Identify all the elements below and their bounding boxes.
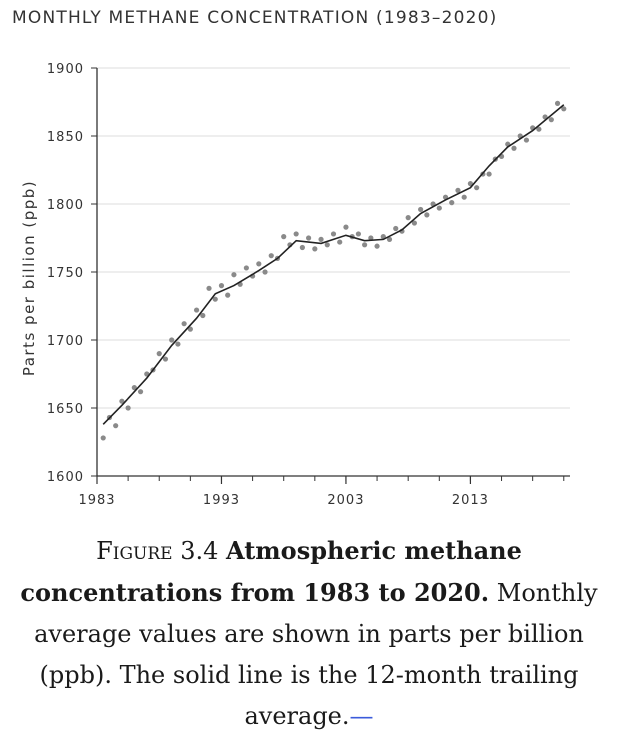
monthly-point — [368, 235, 374, 241]
monthly-point — [193, 307, 200, 313]
monthly-point — [554, 100, 561, 106]
y-tick-label: 1650 — [47, 402, 84, 417]
methane-chart: 1600 1650 1700 1750 1800 1850 1900 1983 1993 2003… — [20, 62, 570, 508]
y-tick-label: 1800 — [47, 198, 84, 213]
monthly-point — [418, 206, 424, 213]
monthly-point — [523, 137, 530, 143]
monthly-point — [424, 212, 430, 218]
monthly-point — [225, 292, 231, 298]
monthly-point — [536, 126, 542, 132]
monthly-point — [486, 171, 492, 177]
y-tick-label: 1900 — [47, 62, 84, 77]
x-tick-label: 2013 — [452, 493, 489, 508]
monthly-point — [187, 326, 193, 332]
monthly-point — [405, 215, 411, 221]
monthly-point — [137, 389, 144, 395]
y-axis-label: Parts per billion (ppb) — [20, 180, 38, 376]
monthly-point — [374, 243, 380, 249]
monthly-point — [125, 405, 131, 411]
series — [100, 100, 567, 441]
chart-title: MONTHLY METHANE CONCENTRATION (1983–2020… — [12, 8, 498, 28]
monthly-point — [386, 236, 393, 242]
monthly-point — [306, 235, 312, 241]
monthly-point — [455, 187, 461, 193]
monthly-point — [200, 312, 206, 319]
monthly-point — [268, 253, 274, 259]
x-tick-label: 1983 — [78, 493, 115, 508]
trailing-average-line — [102, 104, 565, 425]
monthly-point — [436, 205, 442, 211]
monthly-point — [343, 224, 349, 230]
monthly-point — [169, 337, 175, 343]
caption-title: Atmospheric methane concentrations from … — [20, 536, 522, 607]
monthly-point — [100, 435, 106, 441]
monthly-point — [162, 356, 169, 362]
monthly-point — [324, 242, 330, 248]
monthly-point — [156, 351, 162, 357]
monthly-point — [281, 234, 287, 240]
monthly-point — [206, 285, 212, 291]
monthly-point — [262, 269, 268, 275]
monthly-point — [362, 242, 368, 248]
monthly-point — [113, 423, 119, 429]
figure-caption: Figure 3.4 Atmospheric methane concentra… — [20, 530, 598, 737]
caption-link[interactable]: — — [349, 702, 374, 730]
caption-text: Monthly average values are shown in part… — [34, 579, 598, 730]
x-tick-label: 2003 — [327, 493, 364, 508]
y-tick-label: 1700 — [47, 334, 84, 349]
monthly-point — [312, 246, 318, 252]
axes: 1600 1650 1700 1750 1800 1850 1900 1983 1993 2003… — [47, 62, 570, 508]
monthly-point — [218, 283, 225, 289]
monthly-point — [561, 106, 567, 112]
monthly-point — [355, 231, 361, 237]
monthly-point — [318, 236, 324, 242]
monthly-point — [231, 272, 237, 278]
monthly-point — [411, 220, 418, 226]
monthly-point — [467, 181, 474, 187]
monthly-point — [548, 117, 554, 123]
y-tick-label: 1750 — [47, 266, 84, 281]
figure-label: Figure 3.4 — [96, 537, 219, 565]
monthly-point — [393, 225, 399, 232]
monthly-point — [461, 194, 467, 200]
monthly-point — [337, 239, 343, 245]
y-tick-label: 1850 — [47, 130, 84, 145]
monthly-point — [299, 244, 305, 251]
monthly-point — [131, 385, 137, 391]
monthly-point — [511, 145, 517, 151]
monthly-point — [474, 185, 480, 191]
monthly-point — [181, 321, 187, 327]
monthly-point — [212, 296, 218, 302]
x-tick-label: 1993 — [203, 493, 240, 508]
monthly-point — [449, 200, 455, 206]
monthly-point — [293, 231, 299, 237]
monthly-point — [243, 265, 249, 271]
monthly-point — [330, 231, 337, 237]
grid — [97, 67, 570, 409]
y-tick-label: 1600 — [47, 470, 84, 485]
monthly-point — [175, 341, 181, 347]
monthly-point — [119, 398, 125, 404]
monthly-point — [256, 261, 262, 267]
